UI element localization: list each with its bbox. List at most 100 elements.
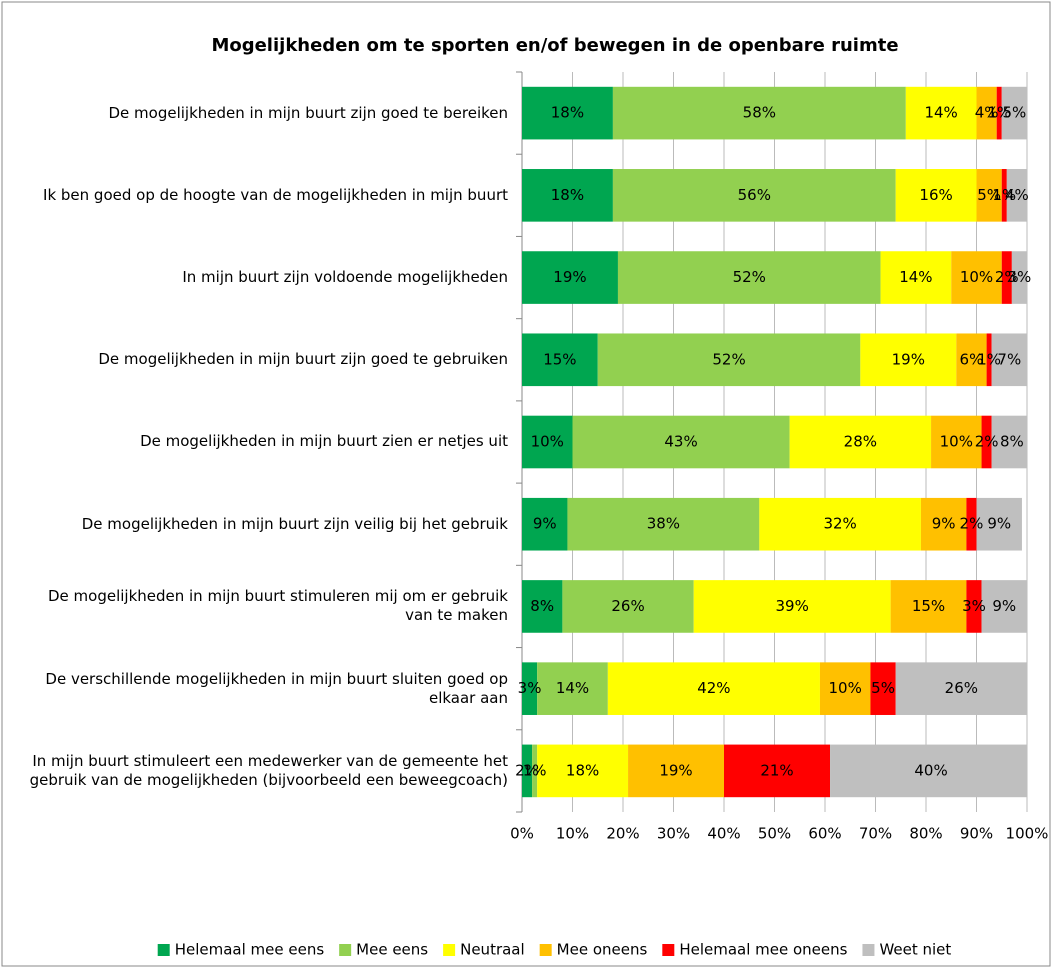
data-label: 26% [945,679,978,697]
category-label: De mogelijkheden in mijn buurt zien er n… [140,432,508,451]
x-tick-label: 60% [808,825,841,843]
x-tick-label: 20% [606,825,639,843]
category-label: Ik ben goed op de hoogte van de mogelijk… [43,185,508,204]
data-label: 8% [530,597,554,615]
bar-segment [976,86,997,140]
bar-segment [1001,251,1012,304]
data-label: 5% [1002,104,1026,122]
bar-segment [532,744,538,798]
bar-segment [991,333,1027,387]
bar-segment [976,169,1002,222]
category-label: In mijn buurt stimuleert een medewerker … [29,751,508,789]
chart-title: Mogelijkheden om te sporten en/of bewege… [211,35,898,56]
legend-label: Mee eens [356,941,428,959]
bar-segment [789,415,932,469]
data-label: 52% [733,268,766,286]
data-label: 4% [975,104,999,122]
bar-segment [931,415,982,469]
x-tick-label: 30% [657,825,690,843]
bar-segment [612,169,896,222]
legend-label: Helemaal mee eens [175,941,325,959]
data-label: 9% [992,597,1016,615]
legend-swatch [339,944,352,956]
bar-segment [522,497,568,551]
bar-segment [1011,251,1027,304]
bar-segment [562,580,694,633]
data-label: 19% [892,350,925,368]
bar-segment [693,580,891,633]
data-label: 5% [871,679,895,697]
legend-swatch [157,944,170,956]
bar-segment [759,497,921,551]
bar-segment [981,580,1027,633]
bar-segment [830,744,1027,798]
category-label: De mogelijkheden in mijn buurt zijn veil… [81,514,508,533]
bar-segment [522,580,563,633]
data-label: 14% [924,104,957,122]
data-label: 2% [515,761,539,779]
legend-label: Helemaal mee oneens [679,941,847,959]
data-label: 15% [912,597,945,615]
data-label: 19% [659,761,692,779]
bar-segment [522,415,573,469]
x-tick-label: 50% [758,825,791,843]
x-tick-label: 0% [510,825,534,843]
data-label: 39% [776,597,809,615]
legend-swatch [862,944,875,956]
bar-segment [724,744,831,798]
data-label: 14% [556,679,589,697]
bar-segment [522,662,538,715]
bar-segment [1001,169,1007,222]
data-label: 14% [899,268,932,286]
x-tick-label: 10% [556,825,589,843]
data-label: 40% [914,761,947,779]
data-label: 15% [543,350,576,368]
category-label: De mogelijkheden in mijn buurt zijn goed… [108,103,509,122]
bar-segment [572,415,790,469]
data-label: 10% [829,679,862,697]
data-label: 19% [553,268,586,286]
bar-segment [1001,86,1027,140]
bar-segment [951,251,1002,304]
x-tick-label: 80% [909,825,942,843]
bar-segment [966,580,982,633]
data-label: 2% [975,433,999,451]
data-label: 2% [960,515,984,533]
data-label: 18% [551,104,584,122]
category-label: De mogelijkheden in mijn buurt stimulere… [47,587,508,625]
legend-swatch [443,944,456,956]
data-label: 28% [844,433,877,451]
data-label: 3% [1008,268,1032,286]
data-label: 6% [960,350,984,368]
bar-segment [986,333,992,387]
data-label: 3% [962,597,986,615]
bar-segment [612,86,906,140]
bar-segment [895,169,977,222]
bar-segment [966,497,977,551]
data-label: 10% [960,268,993,286]
data-label: 8% [1000,433,1024,451]
bar-segment [880,251,952,304]
bar-segment [522,744,533,798]
category-label: In mijn buurt zijn voldoende mogelijkhed… [182,268,508,287]
x-tick-label: 100% [1006,825,1049,843]
data-label: 2% [995,268,1019,286]
bar-segment [628,744,724,798]
bar-segment [895,662,1027,715]
data-label: 10% [531,433,564,451]
bar-segment [981,415,992,469]
data-label: 9% [533,515,557,533]
category-label: De mogelijkheden in mijn buurt zijn goed… [98,350,508,369]
bar-segment [991,415,1027,469]
bar-segment [890,580,967,633]
data-label: 18% [551,186,584,204]
bar-segment [860,333,957,387]
category-label: De verschillende mogelijkheden in mijn b… [45,669,508,707]
legend-label: Neutraal [460,941,525,959]
data-label: 1% [987,104,1011,122]
data-label: 9% [932,515,956,533]
bar-segment [920,497,967,551]
data-label: 10% [940,433,973,451]
bar-segment [522,251,618,304]
